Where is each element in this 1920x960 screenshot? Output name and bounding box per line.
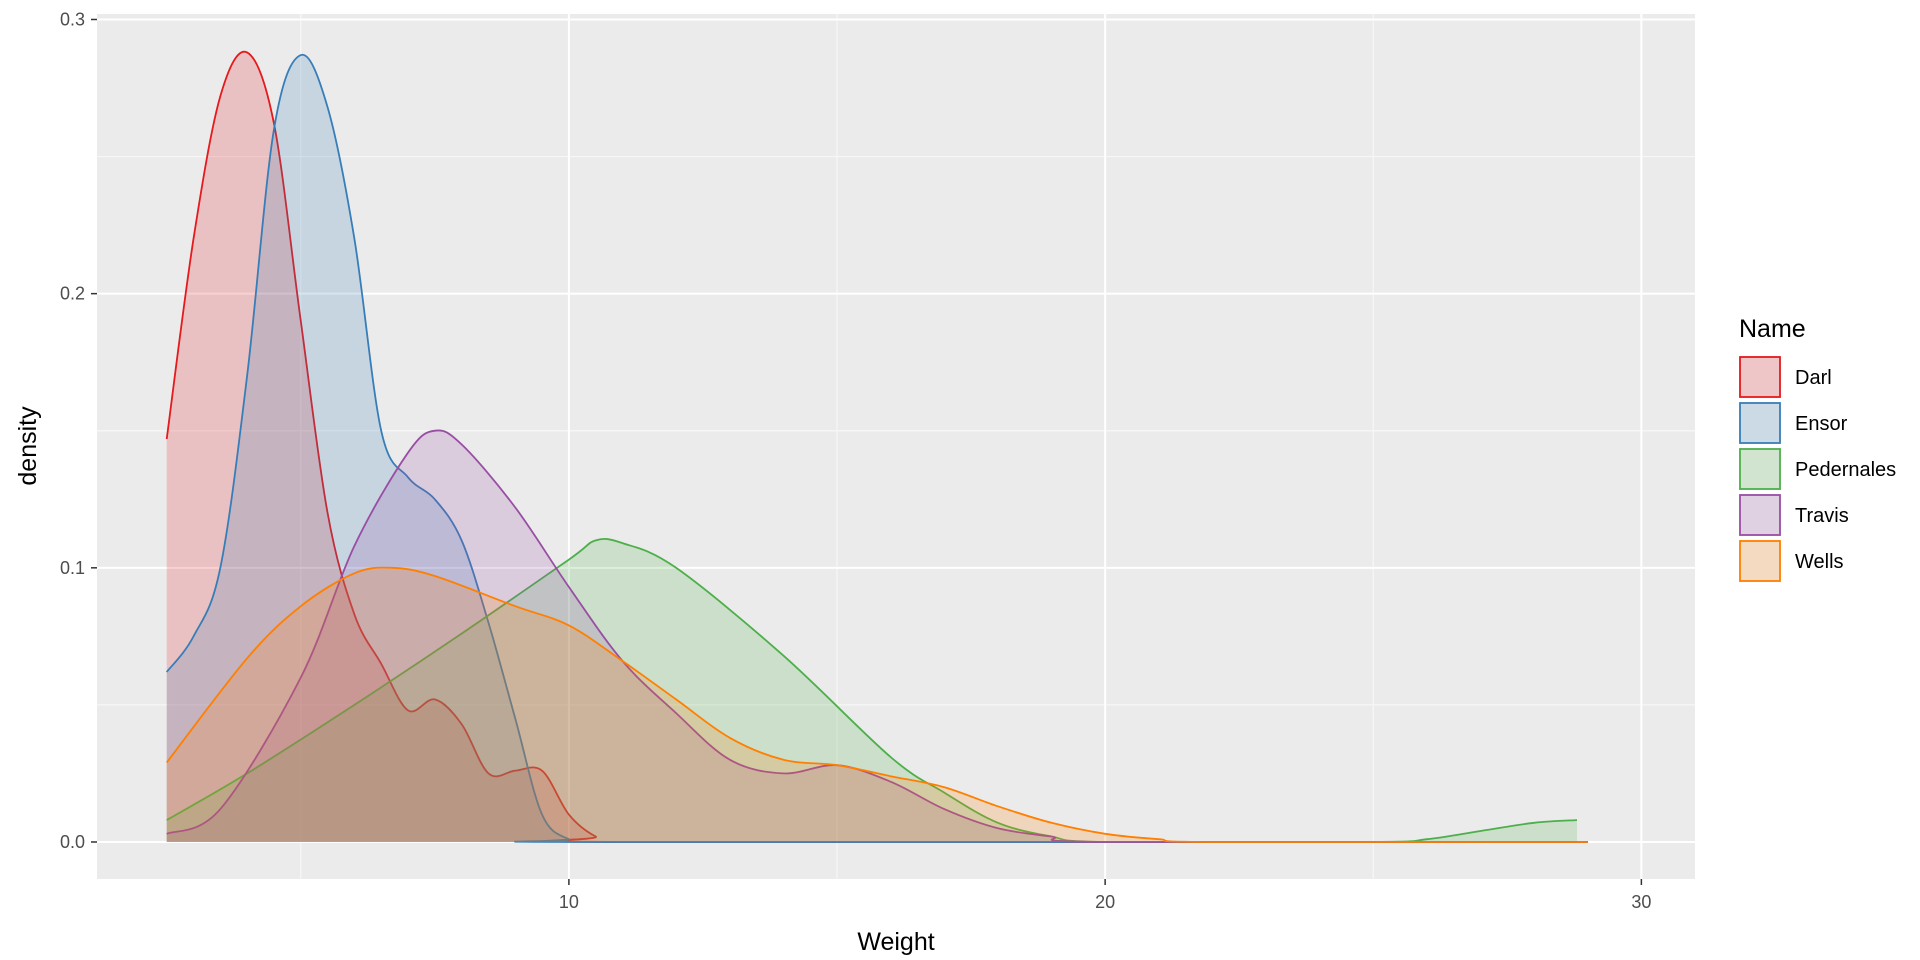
axis-ticks xyxy=(91,18,1643,885)
legend-key-bg-travis xyxy=(1739,494,1781,536)
density-area-darl xyxy=(166,51,1588,842)
legend-key-bg-ensor xyxy=(1739,402,1781,444)
legend-label-travis: Travis xyxy=(1795,505,1849,527)
density-line-ensor xyxy=(165,54,1588,843)
legend-swatch-wells xyxy=(1739,540,1781,582)
legend-label-pedernales: Pedernales xyxy=(1795,459,1896,481)
y-tick-label: 0.2 xyxy=(60,284,85,304)
legend-label-darl: Darl xyxy=(1795,367,1832,389)
density-area-ensor xyxy=(166,54,1588,842)
x-tick-label: 30 xyxy=(1631,892,1651,912)
density-line-travis xyxy=(166,429,1588,843)
legend-key-bg-pedernales xyxy=(1739,448,1781,490)
legend-swatch-pedernales xyxy=(1739,448,1781,490)
legend-key-bg-darl xyxy=(1739,356,1781,398)
density-area-pedernales xyxy=(166,538,1578,842)
y-axis-title: density xyxy=(14,406,42,486)
y-tick-label: 0.3 xyxy=(60,9,85,29)
density-curves xyxy=(165,50,1588,843)
x-axis-title: Weight xyxy=(857,928,934,956)
density-line-wells xyxy=(165,566,1588,843)
legend-swatch-darl xyxy=(1739,356,1781,398)
minor-gridlines xyxy=(97,14,1695,879)
y-tick-label: 0.1 xyxy=(60,558,85,578)
plot-panel xyxy=(97,14,1695,879)
legend: Name Darl Ensor Pedernales Travis Wells xyxy=(1739,315,1896,582)
x-tick-label: 20 xyxy=(1095,892,1115,912)
y-tick-label: 0.0 xyxy=(60,832,85,852)
density-area-wells xyxy=(166,567,1588,842)
legend-swatch-travis xyxy=(1739,494,1781,536)
x-tick-label: 10 xyxy=(559,892,579,912)
legend-title: Name xyxy=(1739,315,1806,343)
legend-swatch-ensor xyxy=(1739,402,1781,444)
legend-label-wells: Wells xyxy=(1795,551,1844,573)
legend-label-ensor: Ensor xyxy=(1795,413,1848,435)
tick-labels: 10 20 30 0.0 0.1 0.2 0.3 xyxy=(60,9,1651,912)
density-area-travis xyxy=(166,430,1588,842)
legend-key-bg-wells xyxy=(1739,540,1781,582)
